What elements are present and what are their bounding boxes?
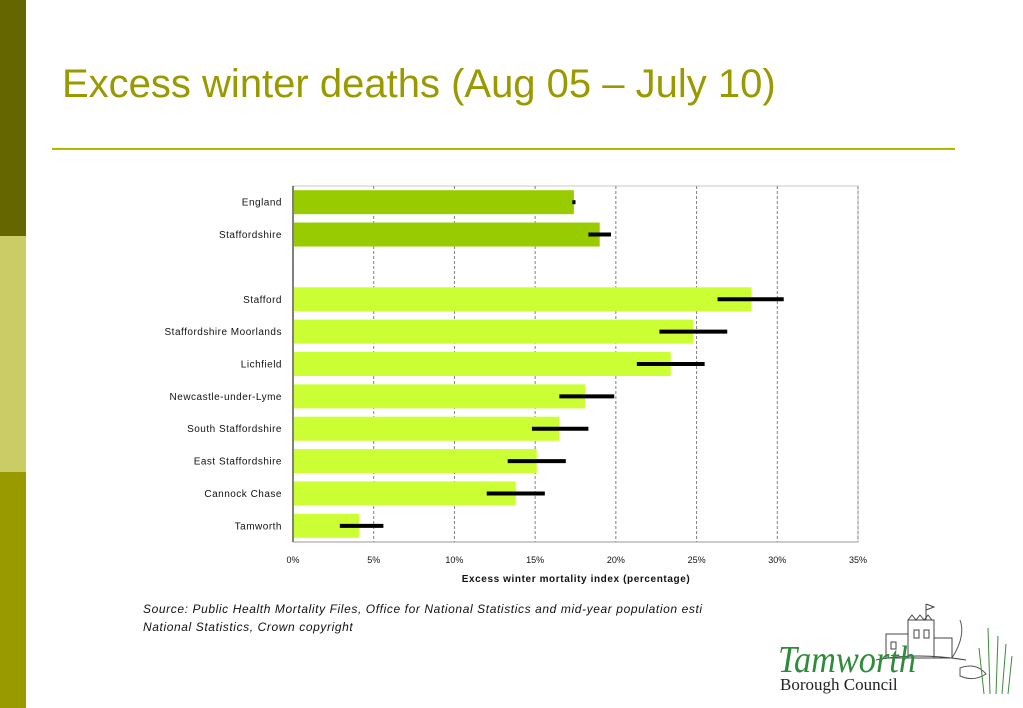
tamworth-logo: Tamworth Borough Council (778, 603, 1013, 695)
x-axis-label: Excess winter mortality index (percentag… (462, 574, 691, 585)
bar (294, 319, 694, 344)
category-label: Cannock Chase (204, 489, 282, 500)
category-label: England (242, 198, 282, 209)
bar (294, 352, 671, 376)
bar (294, 190, 574, 215)
sidebar-block-dark (0, 0, 26, 236)
category-label: Tamworth (235, 521, 282, 532)
sidebar-block-light (0, 236, 26, 472)
category-label: Lichfield (241, 360, 282, 371)
x-tick-label: 20% (607, 555, 625, 565)
source-note: Source: Public Health Mortality Files, O… (143, 600, 783, 634)
x-tick-label: 15% (526, 555, 544, 565)
x-tick-label: 10% (445, 555, 463, 565)
bar (294, 384, 586, 409)
bar (294, 481, 516, 506)
bar (294, 222, 600, 247)
sidebar-block-mid (0, 472, 26, 708)
category-label: Stafford (243, 295, 282, 306)
x-tick-label: 5% (367, 555, 380, 565)
source-line-2: National Statistics, Crown copyright (143, 620, 354, 634)
logo-name: Tamworth (778, 639, 916, 681)
category-label: South Staffordshire (187, 424, 282, 435)
slide-title: Excess winter deaths (Aug 05 – July 10) (62, 62, 776, 106)
bar (294, 287, 752, 312)
x-tick-label: 0% (286, 555, 299, 565)
sidebar-decoration (0, 0, 26, 708)
bar (294, 416, 560, 441)
category-label: Newcastle-under-Lyme (170, 392, 282, 403)
bar (294, 449, 537, 474)
x-tick-label: 25% (688, 555, 706, 565)
reed-illustration (978, 627, 1013, 695)
category-label: Staffordshire Moorlands (165, 327, 282, 338)
source-line-1: Source: Public Health Mortality Files, O… (143, 602, 703, 616)
x-tick-label: 30% (768, 555, 786, 565)
logo-subtitle: Borough Council (780, 675, 898, 694)
title-divider (52, 148, 955, 150)
castle-illustration (875, 603, 987, 680)
category-label: Staffordshire (219, 230, 282, 241)
x-tick-label: 35% (849, 555, 867, 565)
category-label: East Staffordshire (194, 457, 282, 468)
